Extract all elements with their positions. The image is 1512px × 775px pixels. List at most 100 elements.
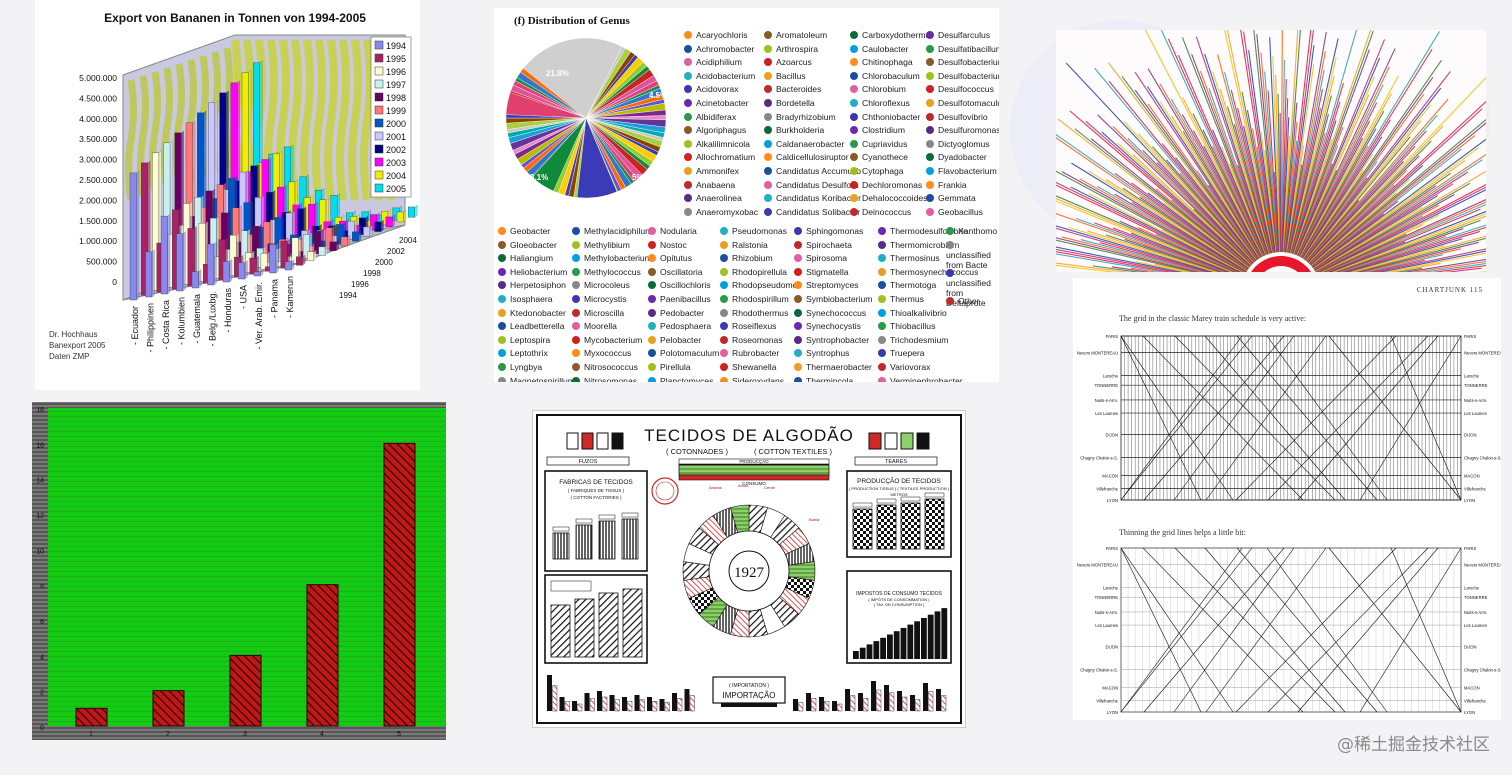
genus-legend-label: Cupriavidus	[862, 138, 908, 149]
ring-label: Bahia	[809, 517, 820, 522]
burst-line	[1281, 60, 1285, 253]
genus-legend-item: Nitrosomonas	[572, 376, 637, 382]
genus-legend-dot	[878, 308, 886, 317]
burst-line	[1315, 182, 1471, 272]
banana-x-tick-label: - Panama	[270, 279, 280, 318]
marey-dense-station-label: PARIS	[1106, 334, 1118, 339]
banana-x-tick-label: - USA	[239, 285, 249, 309]
genus-legend-label: Stigmatella	[806, 266, 849, 277]
burst-line	[1312, 138, 1486, 269]
genus-legend-item: Moorella	[572, 321, 617, 331]
genus-legend-dot	[720, 295, 728, 303]
burst-line	[1224, 30, 1274, 254]
banana-bar-side	[136, 170, 140, 301]
importacao-box	[712, 676, 786, 704]
banana-depth-tick-label: 1996	[351, 280, 369, 289]
hatched-x-tick-label: 2	[166, 731, 170, 738]
genus-legend-label: Caulobacter	[862, 43, 909, 54]
genus-legend-dot	[850, 139, 858, 148]
burst-line	[1131, 201, 1248, 272]
burst-line	[1170, 98, 1262, 258]
genus-legend-item: Gloeobacter	[498, 240, 557, 250]
banana-depth-tick-label: 2000	[375, 258, 393, 267]
hatched-y-tick-label: 14	[36, 478, 44, 485]
burst-line	[1056, 225, 1215, 272]
burst-line	[1291, 30, 1358, 254]
genus-legend-label: Acidovorax	[696, 84, 739, 95]
burst-line	[1335, 219, 1481, 272]
burst-line	[1383, 252, 1486, 272]
genus-pie-svg: 21.8% 4.5% 8.1% 5%	[505, 37, 667, 199]
burst-line	[1299, 138, 1363, 257]
burst-line	[1327, 208, 1481, 272]
genus-legend-dot	[850, 112, 858, 121]
banana-x-tick-label: - Costa Rica	[161, 300, 171, 350]
importacao-bar	[819, 697, 824, 711]
genus-legend-dot	[720, 376, 728, 382]
banana-bar	[191, 271, 199, 289]
watermark: @稀土掘金技术社区	[1337, 735, 1490, 755]
genus-legend-label: Leptothrix	[510, 348, 548, 359]
burst-line	[1204, 53, 1270, 255]
banana-source-line: Daten ZMP	[49, 352, 89, 361]
burst-line	[1286, 64, 1315, 253]
genus-legend-label: Pelobacter	[660, 334, 702, 345]
genus-legend-dot	[794, 254, 802, 263]
burst-line	[1309, 184, 1395, 265]
burst-line	[1256, 34, 1278, 253]
genus-legend-item: Nitrosococcus	[572, 362, 638, 372]
genus-legend-dot	[498, 308, 506, 317]
marey-thin-station-label: DIJON	[1105, 644, 1118, 649]
genus-legend-label: Bradyrhizobium	[776, 111, 836, 122]
impostos-bar	[859, 647, 866, 659]
genus-legend-dot	[878, 267, 886, 276]
banana-legend-swatch	[374, 66, 384, 76]
banana-bar-side	[275, 241, 279, 274]
genus-legend-label: Chitinophaga	[862, 57, 913, 68]
banana-x-axis: - Ecuador - Philippinen - Costa Rica - Kolu…	[130, 276, 295, 353]
banana-legend-swatch	[374, 105, 384, 115]
genus-legend-dot	[648, 363, 656, 371]
genus-legend-label: Pedosphaera	[660, 321, 712, 332]
genus-legend-item: Dictyoglomus	[926, 139, 990, 149]
genus-legend-label: Shewanella	[732, 362, 777, 372]
genus-legend-item: Thermaerobacter	[794, 362, 872, 372]
banana-bar-side	[229, 259, 233, 283]
pie-data-label: 8.1%	[530, 173, 548, 182]
genus-legend-dot	[764, 180, 772, 189]
burst-line	[1310, 178, 1411, 267]
genus-legend-dot	[764, 71, 772, 80]
genus-legend-item: Sideroxydans	[720, 376, 784, 382]
genus-legend-item: Aromatoleum	[764, 30, 827, 40]
banana-bar	[396, 211, 404, 223]
burst-line	[1114, 193, 1247, 272]
marey-caption-bottom: Thinning the grid lines helps a little b…	[1119, 528, 1246, 537]
marey-thin-station-label-right: LYON	[1464, 710, 1475, 715]
banana-legend-label: 2003	[386, 158, 406, 168]
genus-legend-label: Geobacter	[510, 226, 551, 236]
burst-line	[1311, 135, 1476, 268]
marey-thin-station-label-right: Chagny Chalon-s-S.	[1464, 667, 1501, 672]
marey-grid-thin: PARIS PARIS Nevers MONTEREAU Nevers MONTERE…	[1077, 546, 1501, 715]
banana-image-stripe	[336, 39, 350, 201]
genus-legend-dot	[850, 99, 858, 107]
banana-y-tick-label: 3.500.000	[79, 134, 117, 144]
genus-legend-label: Nitrosomonas	[584, 375, 638, 382]
banana-bar	[352, 231, 359, 242]
importacao-bar	[884, 685, 889, 711]
marey-thin-station-label: Laroche	[1103, 585, 1119, 590]
burst-line	[1288, 70, 1325, 253]
genus-legend-dot	[498, 240, 506, 249]
genus-legend-label: unclassified from Deltaprote	[946, 277, 991, 308]
burst-line	[1117, 142, 1252, 266]
burst-line	[1264, 149, 1278, 253]
genus-legend-item: Thermotoga	[878, 280, 936, 290]
genus-legend-item: Algoriphagus	[684, 125, 746, 135]
genus-legend-item: Leptospira	[498, 335, 550, 345]
genus-legend-dot	[648, 335, 656, 344]
banana-x-tick-label: - Ecuador	[130, 306, 140, 345]
genus-legend-dot	[850, 167, 858, 175]
genus-legend-label: Haliangium	[510, 253, 553, 264]
capitais-bars	[550, 580, 643, 658]
genus-legend-dot	[946, 227, 954, 235]
